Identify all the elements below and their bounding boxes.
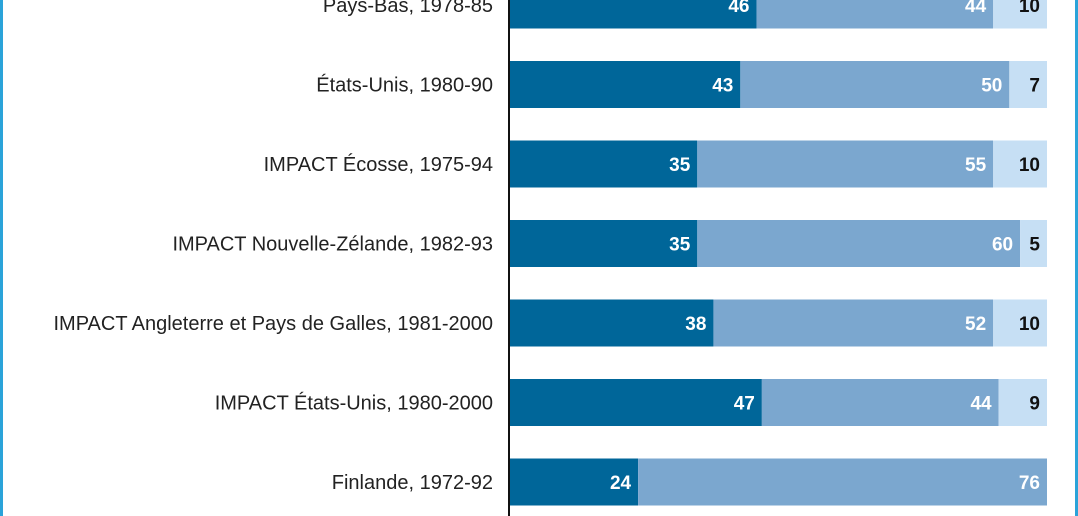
data-label: 46	[728, 0, 749, 17]
data-label: 24	[610, 473, 632, 494]
bar-segment	[1009, 61, 1047, 108]
category-label: IMPACT Écosse, 1975-94	[264, 153, 493, 176]
bar-segment	[697, 220, 1021, 267]
data-label: 10	[1019, 0, 1040, 17]
category-label: IMPACT Angleterre et Pays de Galles, 198…	[53, 313, 493, 335]
bar-segment	[998, 379, 1047, 426]
bar-segment	[993, 140, 1047, 188]
data-label: 9	[1029, 394, 1040, 415]
category-label: IMPACT Nouvelle-Zélande, 1982-93	[172, 234, 493, 256]
data-label: 44	[965, 0, 987, 17]
bar-segment	[993, 0, 1047, 29]
data-label: 55	[965, 155, 987, 176]
data-label: 44	[970, 394, 992, 415]
data-label: 35	[669, 235, 691, 256]
bar-segment	[993, 299, 1047, 347]
bar-segment	[509, 61, 741, 108]
data-label: 43	[712, 76, 733, 97]
bar-segment	[509, 0, 757, 29]
bar-segment	[1020, 220, 1047, 267]
category-label: États-Unis, 1980-90	[316, 74, 493, 97]
category-label: IMPACT États-Unis, 1980-2000	[215, 392, 493, 415]
data-label: 47	[734, 394, 755, 415]
bar-segment	[756, 0, 994, 29]
data-label: 10	[1019, 314, 1040, 335]
bar-segment	[697, 140, 994, 188]
data-label: 38	[685, 314, 706, 335]
bar-segment	[761, 379, 999, 426]
data-label: 10	[1019, 155, 1040, 176]
bar-segment	[638, 458, 1047, 506]
category-label: Finlande, 1972-92	[332, 472, 493, 494]
data-label: 7	[1029, 76, 1040, 97]
bar-segment	[713, 299, 994, 347]
data-label: 52	[965, 314, 986, 335]
bar-segment	[509, 458, 639, 506]
bar-segment	[509, 140, 698, 188]
bar-segment	[509, 299, 714, 347]
data-label: 60	[992, 235, 1013, 256]
data-label: 5	[1029, 235, 1040, 256]
data-label: 35	[669, 155, 691, 176]
data-label: 76	[1019, 473, 1040, 494]
bar-segment	[509, 220, 698, 267]
category-label: Pays-Bas, 1978-85	[323, 0, 493, 17]
bar-segment	[509, 379, 762, 426]
bar-segment	[740, 61, 1010, 108]
data-label: 50	[981, 76, 1002, 97]
